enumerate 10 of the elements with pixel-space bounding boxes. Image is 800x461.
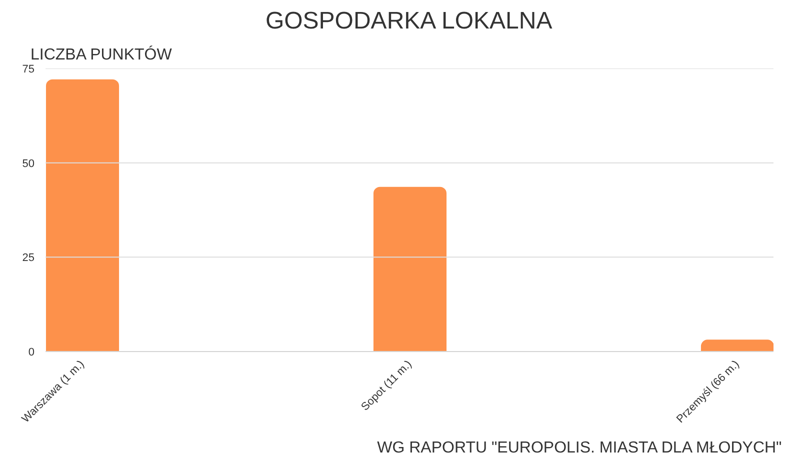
y-tick-label: 25 bbox=[22, 252, 35, 264]
chart-title: GOSPODARKA LOKALNA bbox=[265, 8, 552, 34]
text: WG RAPORTU "EUROPOLIS. MIASTA DLA MŁODYCH" bbox=[377, 440, 782, 456]
bar bbox=[373, 186, 447, 352]
y-axis-title: LICZBA PUNKTÓW bbox=[30, 46, 173, 64]
y-tick-label: 75 bbox=[22, 64, 35, 76]
bar bbox=[700, 340, 774, 352]
y-tick-label: 50 bbox=[22, 158, 35, 170]
y-tick-label: 0 bbox=[28, 346, 35, 358]
bar bbox=[46, 79, 120, 352]
